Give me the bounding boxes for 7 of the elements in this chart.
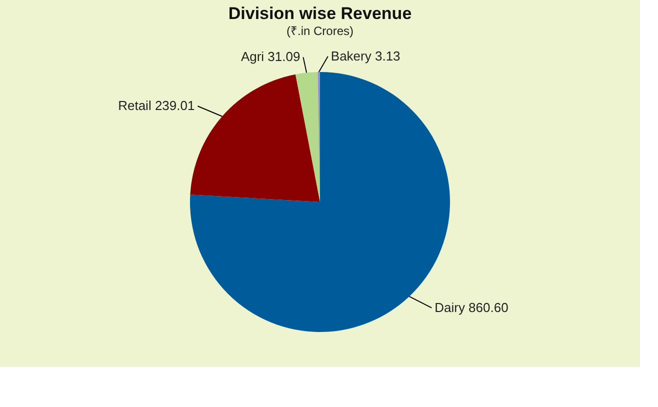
pie-slice (295, 72, 320, 202)
slice-label: Bakery 3.13 (330, 48, 400, 64)
slice-label: Agri 31.09 (240, 49, 300, 64)
slice-label: Retail 239.01 (118, 98, 195, 114)
slice-label: Dairy 860.60 (434, 300, 508, 315)
chart-title: Division wise Revenue (228, 4, 412, 23)
chart-subtitle: (₹.in Crores) (286, 24, 354, 38)
